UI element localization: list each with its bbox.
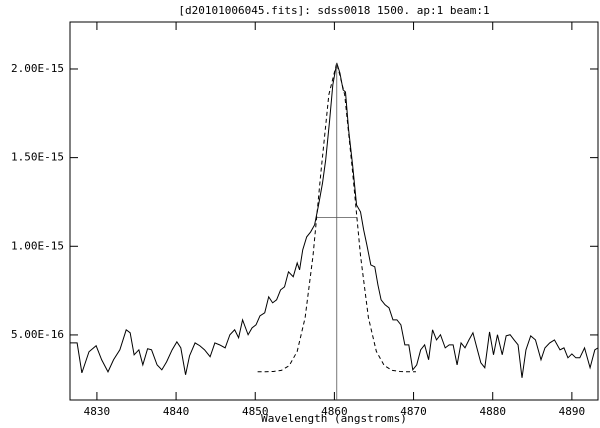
x-tick-label: 4850 [242,405,269,418]
x-tick-label: 4880 [479,405,506,418]
x-tick-label: 4890 [559,405,586,418]
x-tick-label: 4870 [400,405,427,418]
y-tick-label: 1.50E-15 [11,151,64,164]
spectrum-line [70,62,599,378]
fit-line [257,62,416,373]
x-axis-label: Wavelength (angstroms) [261,412,407,425]
x-tick-label: 4830 [84,405,111,418]
x-tick-label: 4860 [321,405,348,418]
chart-title: [d20101006045.fits]: sdss0018 1500. ap:1… [178,4,489,17]
y-tick-label: 2.00E-15 [11,62,64,75]
y-tick-label: 1.00E-15 [11,239,64,252]
x-tick-label: 4840 [163,405,190,418]
y-tick-label: 5.00E-16 [11,328,64,341]
